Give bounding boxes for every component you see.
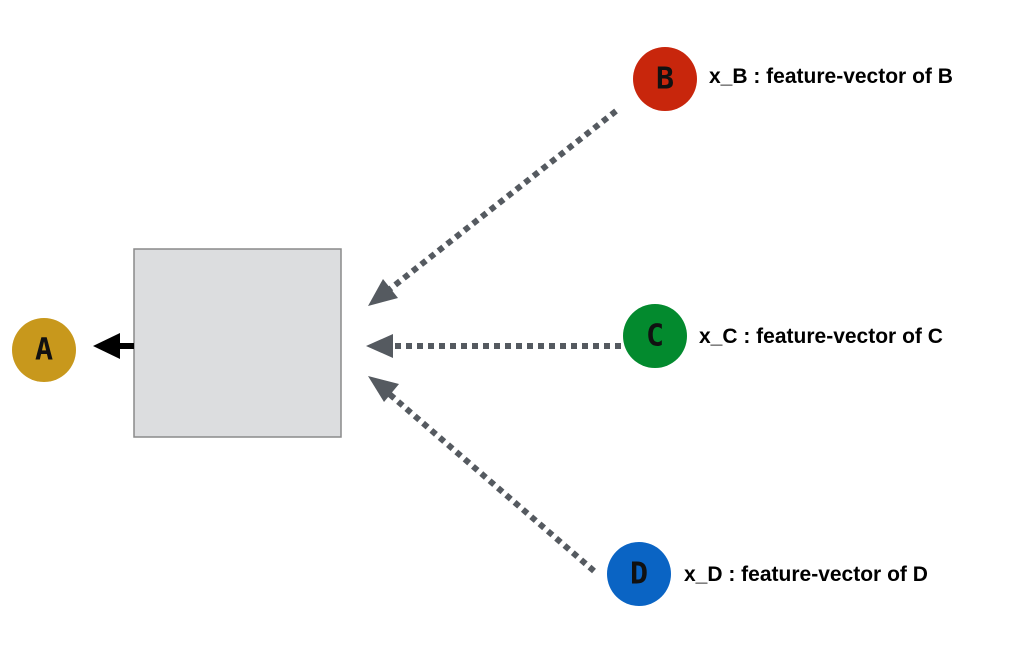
node-c-circle — [623, 304, 687, 368]
edge-b-line — [388, 108, 618, 292]
node-a-circle — [12, 318, 76, 382]
node-a-letter: A — [35, 333, 53, 368]
edge-b-to-box — [368, 108, 618, 306]
node-d-circle — [607, 542, 671, 606]
aggregation-box — [133, 248, 342, 438]
node-d: D — [607, 542, 671, 606]
edge-c-arrowhead — [366, 334, 393, 358]
node-b-label: x_B : feature-vector of B — [709, 65, 953, 88]
output-arrow-head — [93, 333, 120, 359]
node-c: C — [623, 304, 687, 368]
edge-d-to-box — [368, 376, 596, 574]
edge-c-to-box — [366, 334, 621, 358]
node-a: A — [12, 318, 76, 382]
edge-d-arrowhead — [368, 376, 399, 402]
output-arrow — [93, 333, 134, 359]
node-d-label: x_D : feature-vector of D — [684, 563, 928, 586]
node-b-circle — [633, 47, 697, 111]
node-b: B — [633, 47, 697, 111]
node-c-letter: C — [646, 319, 664, 354]
node-d-letter: D — [630, 557, 648, 592]
edge-d-line — [385, 389, 596, 574]
edge-b-arrowhead — [368, 279, 398, 306]
node-c-label: x_C : feature-vector of C — [699, 325, 943, 348]
node-b-letter: B — [656, 62, 674, 97]
